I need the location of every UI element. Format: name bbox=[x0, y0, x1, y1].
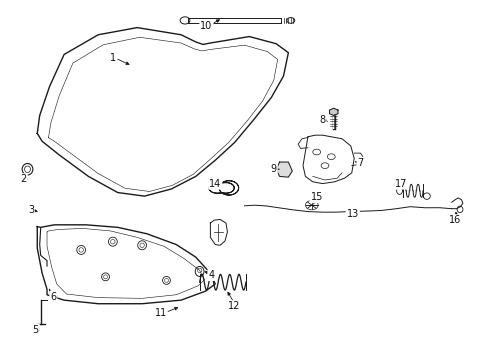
Text: 11: 11 bbox=[154, 309, 166, 318]
Text: 7: 7 bbox=[357, 158, 363, 168]
Text: 8: 8 bbox=[319, 115, 325, 125]
Text: 12: 12 bbox=[227, 301, 240, 311]
Polygon shape bbox=[329, 108, 337, 116]
Text: 9: 9 bbox=[270, 164, 276, 174]
Text: 3: 3 bbox=[28, 206, 34, 216]
Text: 15: 15 bbox=[310, 192, 322, 202]
Polygon shape bbox=[276, 162, 292, 177]
Text: 6: 6 bbox=[50, 292, 56, 302]
Text: 17: 17 bbox=[394, 179, 407, 189]
Text: 14: 14 bbox=[209, 179, 221, 189]
Text: 5: 5 bbox=[33, 325, 39, 335]
Text: 1: 1 bbox=[110, 53, 116, 63]
Text: 4: 4 bbox=[208, 270, 214, 280]
Text: 13: 13 bbox=[346, 209, 358, 219]
Text: 16: 16 bbox=[448, 215, 460, 225]
Text: 10: 10 bbox=[200, 21, 212, 31]
Text: 2: 2 bbox=[20, 174, 27, 184]
